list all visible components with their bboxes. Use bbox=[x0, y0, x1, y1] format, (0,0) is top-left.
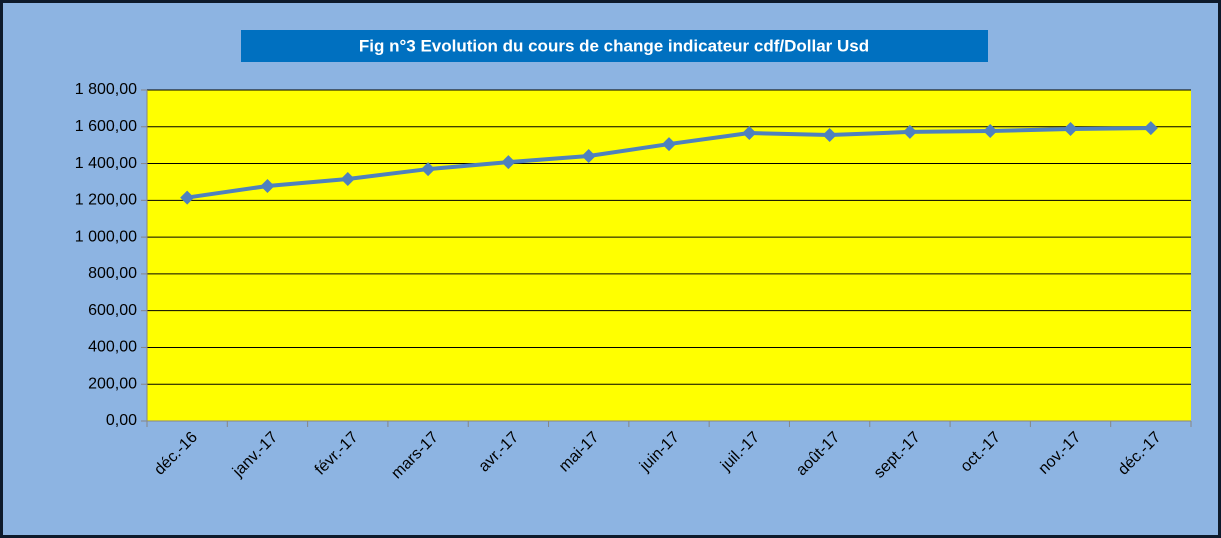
y-tick-label: 1 800,00 bbox=[75, 81, 137, 98]
data-point bbox=[1143, 121, 1158, 136]
y-tick-label: 0,00 bbox=[106, 412, 137, 429]
data-point bbox=[180, 190, 195, 205]
data-point bbox=[983, 124, 998, 139]
data-point bbox=[1063, 121, 1078, 136]
y-tick-label: 1 400,00 bbox=[75, 155, 137, 172]
data-point bbox=[260, 178, 275, 193]
y-tick-label: 600,00 bbox=[88, 302, 137, 319]
title-box bbox=[241, 30, 988, 62]
y-tick-label: 800,00 bbox=[88, 265, 137, 282]
y-tick-label: 1 200,00 bbox=[75, 192, 137, 209]
data-point bbox=[340, 172, 355, 187]
data-point bbox=[501, 155, 516, 170]
y-tick-label: 200,00 bbox=[88, 375, 137, 392]
chart-title: Fig n°3 Evolution du cours de change ind… bbox=[359, 36, 869, 55]
data-point bbox=[662, 137, 676, 152]
data-point bbox=[822, 128, 837, 143]
data-point bbox=[421, 162, 436, 177]
y-tick-label: 1 600,00 bbox=[75, 118, 137, 135]
y-tick-label: 400,00 bbox=[88, 339, 137, 356]
data-point bbox=[581, 149, 596, 164]
data-point bbox=[742, 126, 757, 141]
data-point bbox=[902, 124, 917, 139]
y-tick-label: 1 000,00 bbox=[75, 228, 137, 245]
